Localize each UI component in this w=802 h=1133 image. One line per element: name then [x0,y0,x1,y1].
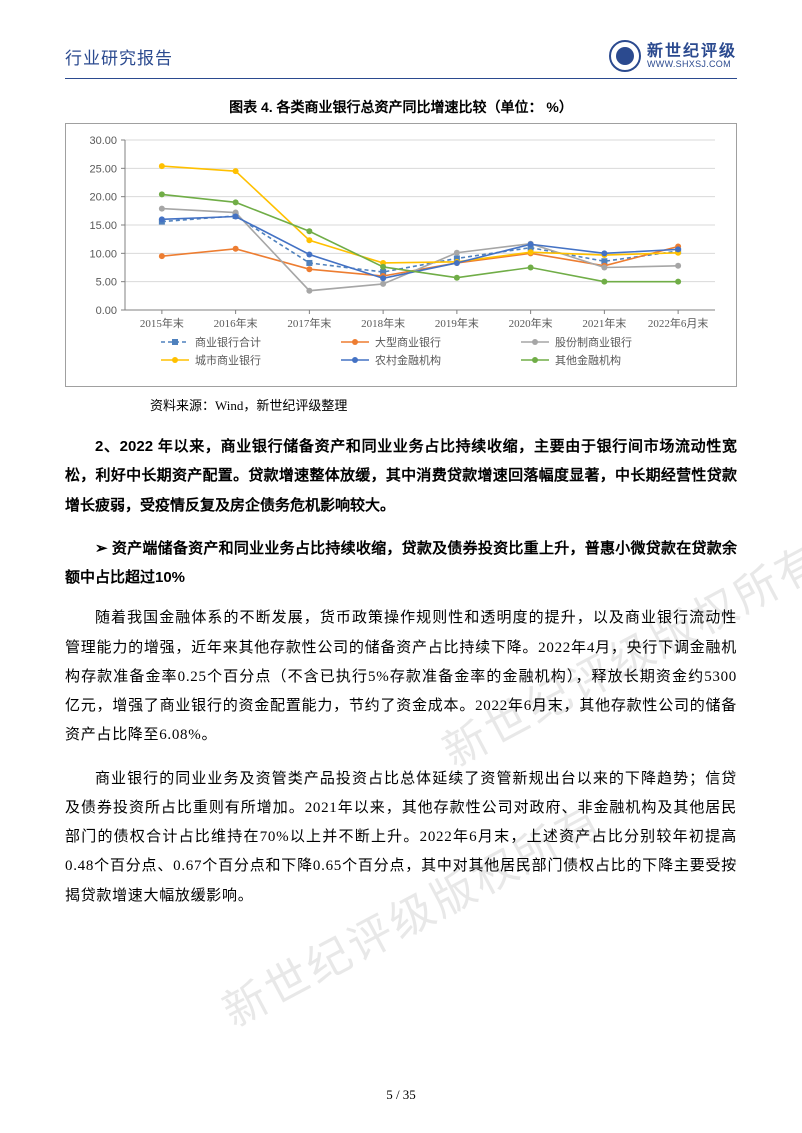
page-number: 5 / 35 [0,1087,802,1103]
svg-text:2021年末: 2021年末 [582,316,626,330]
chart-container: 0.00 5.00 10.00 15.00 20.00 25.00 30.00 2015年末 2… [65,123,737,387]
svg-text:2016年末: 2016年末 [214,316,258,330]
chart-title: 图表 4. 各类商业银行总资产同比增速比较（单位： %） [65,97,737,117]
paragraph-bullet: ➢资产端储备资产和同业业务占比持续收缩，贷款及债券投资比重上升，普惠小微贷款在贷… [65,534,737,593]
svg-text:10.00: 10.00 [89,248,117,260]
paragraph-section-lead: 2、2022 年以来，商业银行储备资产和同业业务占比持续收缩，主要由于银行间市场… [65,432,737,520]
paragraph-body: 商业银行的同业业务及资管类产品投资占比总体延续了资管新规出台以来的下降趋势；信贷… [65,765,737,911]
logo-url: WWW.SHXSJ.COM [647,60,737,69]
svg-text:城市商业银行: 城市商业银行 [195,353,261,367]
svg-text:0.00: 0.00 [96,305,117,317]
svg-text:2015年末: 2015年末 [140,316,184,330]
svg-text:股份制商业银行: 股份制商业银行 [555,335,632,349]
bullet-text: 资产端储备资产和同业业务占比持续收缩，贷款及债券投资比重上升，普惠小微贷款在贷款… [65,540,737,586]
svg-text:30.00: 30.00 [89,135,117,147]
paragraph-body: 随着我国金融体系的不断发展，货币政策操作规则性和透明度的提升，以及商业银行流动性… [65,604,737,750]
logo: 新世纪评级 WWW.SHXSJ.COM [609,40,737,72]
logo-text: 新世纪评级 [647,44,737,60]
page-header: 行业研究报告 新世纪评级 WWW.SHXSJ.COM [65,40,737,79]
chart-source: 资料来源：Wind，新世纪评级整理 [150,395,737,414]
logo-icon [609,40,641,72]
svg-text:大型商业银行: 大型商业银行 [375,335,441,349]
arrow-icon: ➢ [95,540,108,557]
svg-text:20.00: 20.00 [89,192,117,204]
svg-text:2017年末: 2017年末 [287,316,331,330]
svg-text:2022年6月末: 2022年6月末 [648,316,709,330]
svg-text:农村金融机构: 农村金融机构 [375,353,441,367]
svg-text:2020年末: 2020年末 [509,316,553,330]
header-title: 行业研究报告 [65,44,173,69]
svg-text:5.00: 5.00 [96,277,117,289]
line-chart: 0.00 5.00 10.00 15.00 20.00 25.00 30.00 2015年末 2… [70,132,730,382]
svg-text:其他金融机构: 其他金融机构 [555,353,621,367]
svg-text:2019年末: 2019年末 [435,316,479,330]
svg-text:25.00: 25.00 [89,163,117,175]
svg-text:2018年末: 2018年末 [361,316,405,330]
svg-text:商业银行合计: 商业银行合计 [195,335,261,349]
svg-text:15.00: 15.00 [89,220,117,232]
